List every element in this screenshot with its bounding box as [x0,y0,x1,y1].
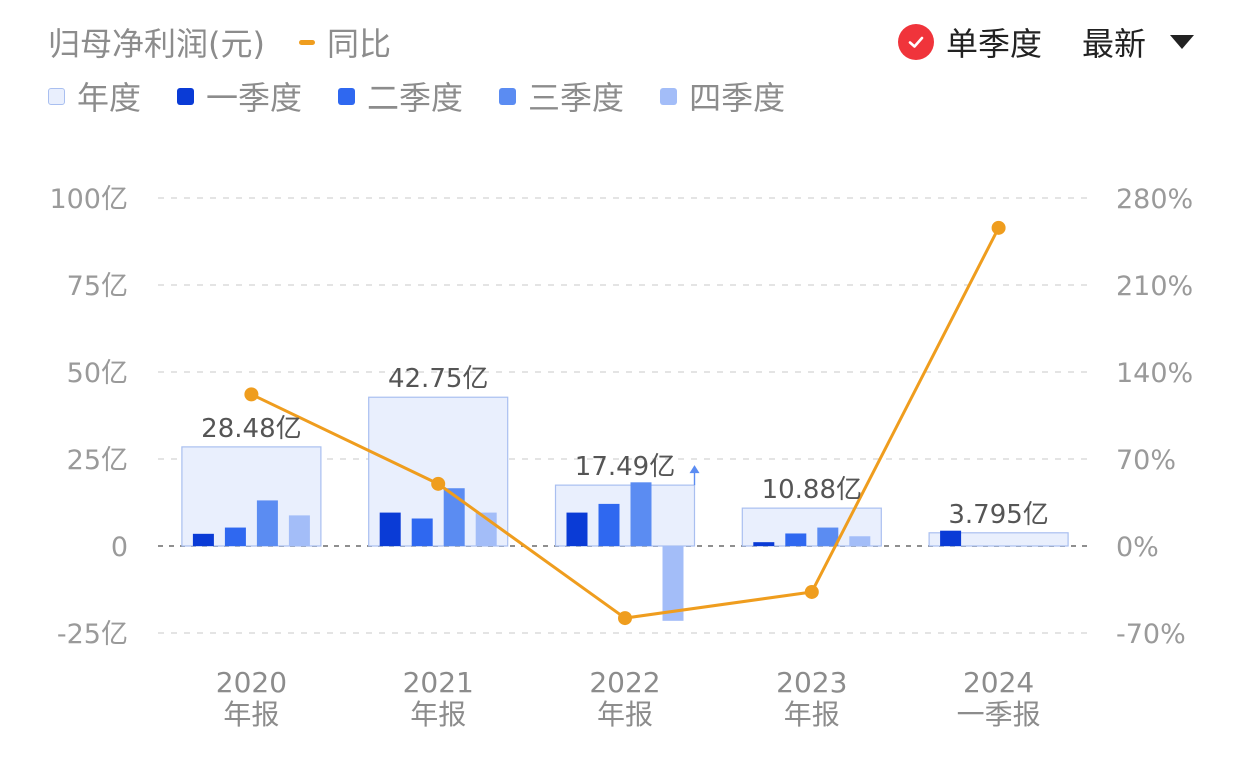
quarter-bar-q3 [630,482,652,546]
legend-item-q1[interactable]: 一季度 [177,73,302,119]
yoy-point [804,584,819,599]
x-tick-label-line: 年报 [410,698,466,731]
x-tick-label: 2020 年报 [216,666,287,731]
left-tick-label: 75亿 [67,271,128,302]
q1-swatch [177,87,195,105]
quarter-bar-q2 [224,527,246,546]
legend-label-q2: 二季度 [367,79,464,117]
quarter-bar-q3 [443,488,465,546]
bars [181,396,1069,621]
x-tick-label-line: 2023 [776,666,847,699]
x-tick-label-line: 年报 [223,698,279,731]
quarter-bar-q4 [288,515,310,546]
x-tick-label-line: 年报 [784,698,840,731]
legend-item-q2[interactable]: 二季度 [338,73,463,119]
legend-item-yoy[interactable]: 同比 [298,19,391,65]
x-tick-label-line: 2021 [403,666,474,699]
annual-swatch [48,87,65,105]
quarter-bar-q1 [566,512,588,546]
legend-item-q4[interactable]: 四季度 [660,73,785,119]
annual-value-label: 3.795亿 [948,500,1048,530]
left-tick-label: -25亿 [57,619,128,650]
x-tick-label: 2021 年报 [403,666,474,731]
legend-label-q4: 四季度 [689,79,786,117]
yoy-polyline [250,227,1000,620]
q3-swatch [499,87,517,105]
left-tick-label: 100亿 [49,184,128,215]
quarter-bar-q1 [379,512,401,546]
left-tick-label: 0 [111,532,128,563]
quarter-bar-q2 [785,533,807,546]
left-tick-label: 25亿 [67,445,128,476]
period-select[interactable]: 最新 [1081,25,1146,63]
left-tick-label: 50亿 [67,358,128,389]
annual-value-label: 17.49亿 [575,452,675,482]
legend-row-primary: 归母净利润(元) 同比 [48,20,391,64]
right-tick-label: 70% [1116,445,1176,476]
legend-label-annual: 年度 [77,79,142,117]
annual-bar [928,532,1069,547]
quarter-bar-q1 [192,533,214,546]
annual-value-label: 42.75亿 [388,364,488,394]
check-icon[interactable] [897,24,934,60]
quarter-bar-q1 [753,542,775,546]
arrow-up-icon [689,465,700,474]
legend-label-q1: 一季度 [206,79,303,117]
x-tick-label: 2022 年报 [589,666,660,731]
yoy-point [244,387,259,402]
yoy-point [431,476,446,491]
right-tick-label: 280% [1116,184,1193,215]
annual-value-labels: 28.48亿 42.75亿 17.49亿 10.88亿 3.795亿 [201,364,1049,530]
yoy-point [991,220,1006,235]
annual-value-label: 28.48亿 [201,414,301,444]
x-tick-label-line: 一季报 [957,698,1041,731]
quarter-bar-q2 [411,518,433,546]
quarter-bar-q4 [662,546,684,621]
quarter-bar-q4 [849,536,871,546]
right-tick-label: -70% [1116,619,1186,650]
chart-controls: 单季度 最新 [897,20,1194,64]
x-tick-label-line: 年报 [597,698,653,731]
right-tick-label: 210% [1116,271,1193,302]
right-tick-label: 0% [1116,532,1159,563]
left-axis: 100亿 75亿 50亿 25亿 0 -25亿 [49,184,128,650]
legend-item-q3[interactable]: 三季度 [499,73,624,119]
chart-title: 归母净利润(元) [48,25,265,63]
quarter-bar-q1 [940,530,962,546]
yoy-line [244,220,1006,626]
legend-label-q3: 三季度 [528,79,625,117]
q2-swatch [338,87,356,105]
caret-down-icon[interactable] [1170,35,1194,49]
quarter-bar-q3 [256,500,278,546]
x-tick-label-line: 2024 [963,666,1034,699]
right-axis: 280% 210% 140% 70% 0% -70% [1116,184,1193,650]
legend-item-annual[interactable]: 年度 [48,73,141,119]
right-tick-label: 140% [1116,358,1193,389]
x-tick-label-line: 2020 [216,666,287,699]
x-tick-label-line: 2022 [589,666,660,699]
legend-label-yoy: 同比 [326,25,391,63]
quarter-bar-q3 [817,527,839,546]
quarter-bar-q2 [598,503,620,546]
x-tick-label: 2024 一季报 [957,666,1041,731]
yoy-line-swatch [298,39,315,45]
annual-value-label: 10.88亿 [762,475,862,505]
single-quarter-toggle[interactable]: 单季度 [945,25,1042,63]
legend-row-series: 年度 一季度 二季度 三季度 四季度 [48,74,821,118]
q4-swatch [660,87,678,105]
x-tick-label: 2023 年报 [776,666,847,731]
yoy-point [618,611,632,626]
